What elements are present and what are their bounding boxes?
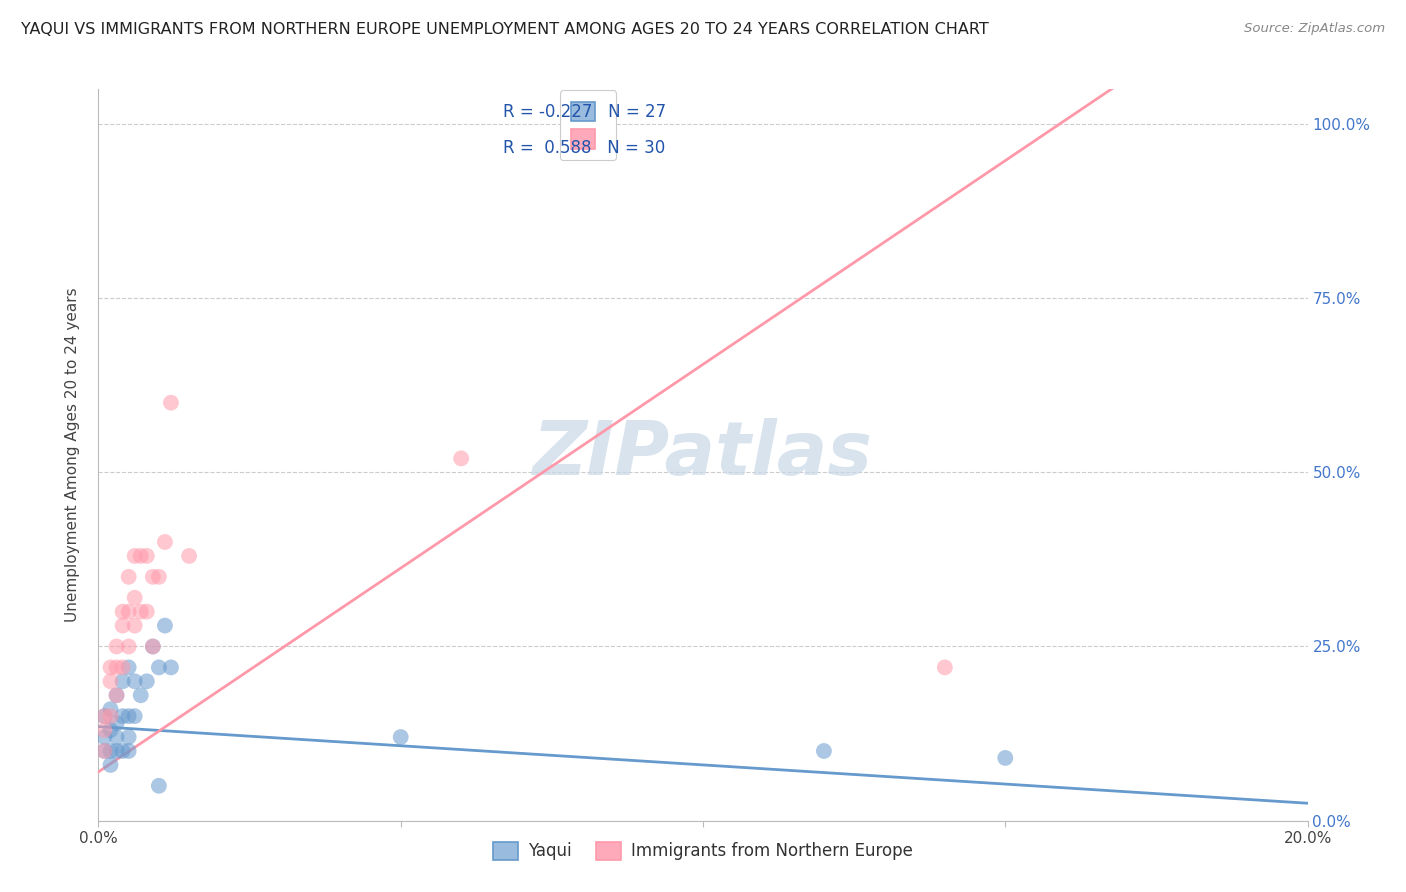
Point (111, 660, 134, 674)
Point (105, 744, 128, 758)
Point (93, 744, 115, 758)
Text: R = -0.227   N = 27: R = -0.227 N = 27 (503, 103, 666, 121)
Point (105, 660, 128, 674)
Point (994, 751, 1017, 765)
Point (100, 674, 122, 689)
Point (100, 702, 122, 716)
Point (93, 709, 115, 723)
Point (111, 744, 134, 758)
Point (118, 660, 141, 674)
Point (934, 660, 956, 674)
Point (100, 709, 122, 723)
Point (813, 744, 835, 758)
Text: R =  0.588   N = 30: R = 0.588 N = 30 (503, 139, 665, 157)
Point (148, 570, 170, 584)
Point (148, 660, 170, 674)
Point (118, 640, 141, 654)
Y-axis label: Unemployment Among Ages 20 to 24 years: Unemployment Among Ages 20 to 24 years (65, 287, 80, 623)
Point (129, 688, 152, 702)
Point (118, 744, 141, 758)
Point (93, 709, 115, 723)
Legend: Yaqui, Immigrants from Northern Europe: Yaqui, Immigrants from Northern Europe (486, 835, 920, 867)
Point (160, 660, 183, 674)
Text: Source: ZipAtlas.com: Source: ZipAtlas.com (1244, 22, 1385, 36)
Point (160, 395, 183, 409)
Point (135, 549, 157, 563)
Point (118, 605, 141, 619)
Point (135, 674, 157, 689)
Point (105, 688, 128, 702)
Point (153, 535, 176, 549)
Point (124, 709, 146, 723)
Point (124, 618, 146, 632)
Point (129, 549, 152, 563)
Point (153, 618, 176, 632)
Point (100, 660, 122, 674)
Point (118, 730, 141, 744)
Point (118, 709, 141, 723)
Point (179, 549, 201, 563)
Point (129, 605, 152, 619)
Text: YAQUI VS IMMIGRANTS FROM NORTHERN EUROPE UNEMPLOYMENT AMONG AGES 20 TO 24 YEARS : YAQUI VS IMMIGRANTS FROM NORTHERN EUROPE… (21, 22, 988, 37)
Point (105, 640, 128, 654)
Point (142, 570, 165, 584)
Point (148, 779, 170, 793)
Point (124, 674, 146, 689)
Point (105, 688, 128, 702)
Point (135, 605, 157, 619)
Point (111, 605, 134, 619)
Point (142, 640, 165, 654)
Point (100, 744, 122, 758)
Point (124, 591, 146, 605)
Point (105, 716, 128, 731)
Point (100, 723, 122, 737)
Point (389, 730, 412, 744)
Point (118, 570, 141, 584)
Point (450, 451, 472, 466)
Point (93, 723, 115, 737)
Point (93, 730, 115, 744)
Point (124, 549, 146, 563)
Text: ZIPatlas: ZIPatlas (533, 418, 873, 491)
Point (142, 640, 165, 654)
Point (111, 674, 134, 689)
Point (93, 744, 115, 758)
Point (105, 730, 128, 744)
Point (100, 758, 122, 772)
Point (111, 618, 134, 632)
Point (111, 709, 134, 723)
